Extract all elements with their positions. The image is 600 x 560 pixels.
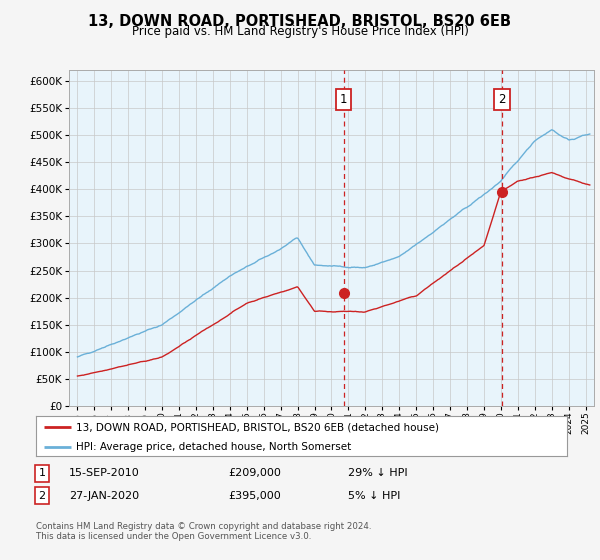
Text: 2: 2: [38, 491, 46, 501]
Text: £209,000: £209,000: [228, 468, 281, 478]
Text: 13, DOWN ROAD, PORTISHEAD, BRISTOL, BS20 6EB (detached house): 13, DOWN ROAD, PORTISHEAD, BRISTOL, BS20…: [76, 422, 439, 432]
Text: 5% ↓ HPI: 5% ↓ HPI: [348, 491, 400, 501]
Text: HPI: Average price, detached house, North Somerset: HPI: Average price, detached house, Nort…: [76, 442, 351, 452]
Text: Price paid vs. HM Land Registry's House Price Index (HPI): Price paid vs. HM Land Registry's House …: [131, 25, 469, 38]
Text: 27-JAN-2020: 27-JAN-2020: [69, 491, 139, 501]
Text: 1: 1: [38, 468, 46, 478]
Text: Contains HM Land Registry data © Crown copyright and database right 2024.
This d: Contains HM Land Registry data © Crown c…: [36, 522, 371, 542]
Text: 29% ↓ HPI: 29% ↓ HPI: [348, 468, 407, 478]
Text: 2: 2: [498, 94, 506, 106]
Text: 1: 1: [340, 94, 347, 106]
Text: 13, DOWN ROAD, PORTISHEAD, BRISTOL, BS20 6EB: 13, DOWN ROAD, PORTISHEAD, BRISTOL, BS20…: [89, 14, 511, 29]
Text: £395,000: £395,000: [228, 491, 281, 501]
Text: 15-SEP-2010: 15-SEP-2010: [69, 468, 140, 478]
